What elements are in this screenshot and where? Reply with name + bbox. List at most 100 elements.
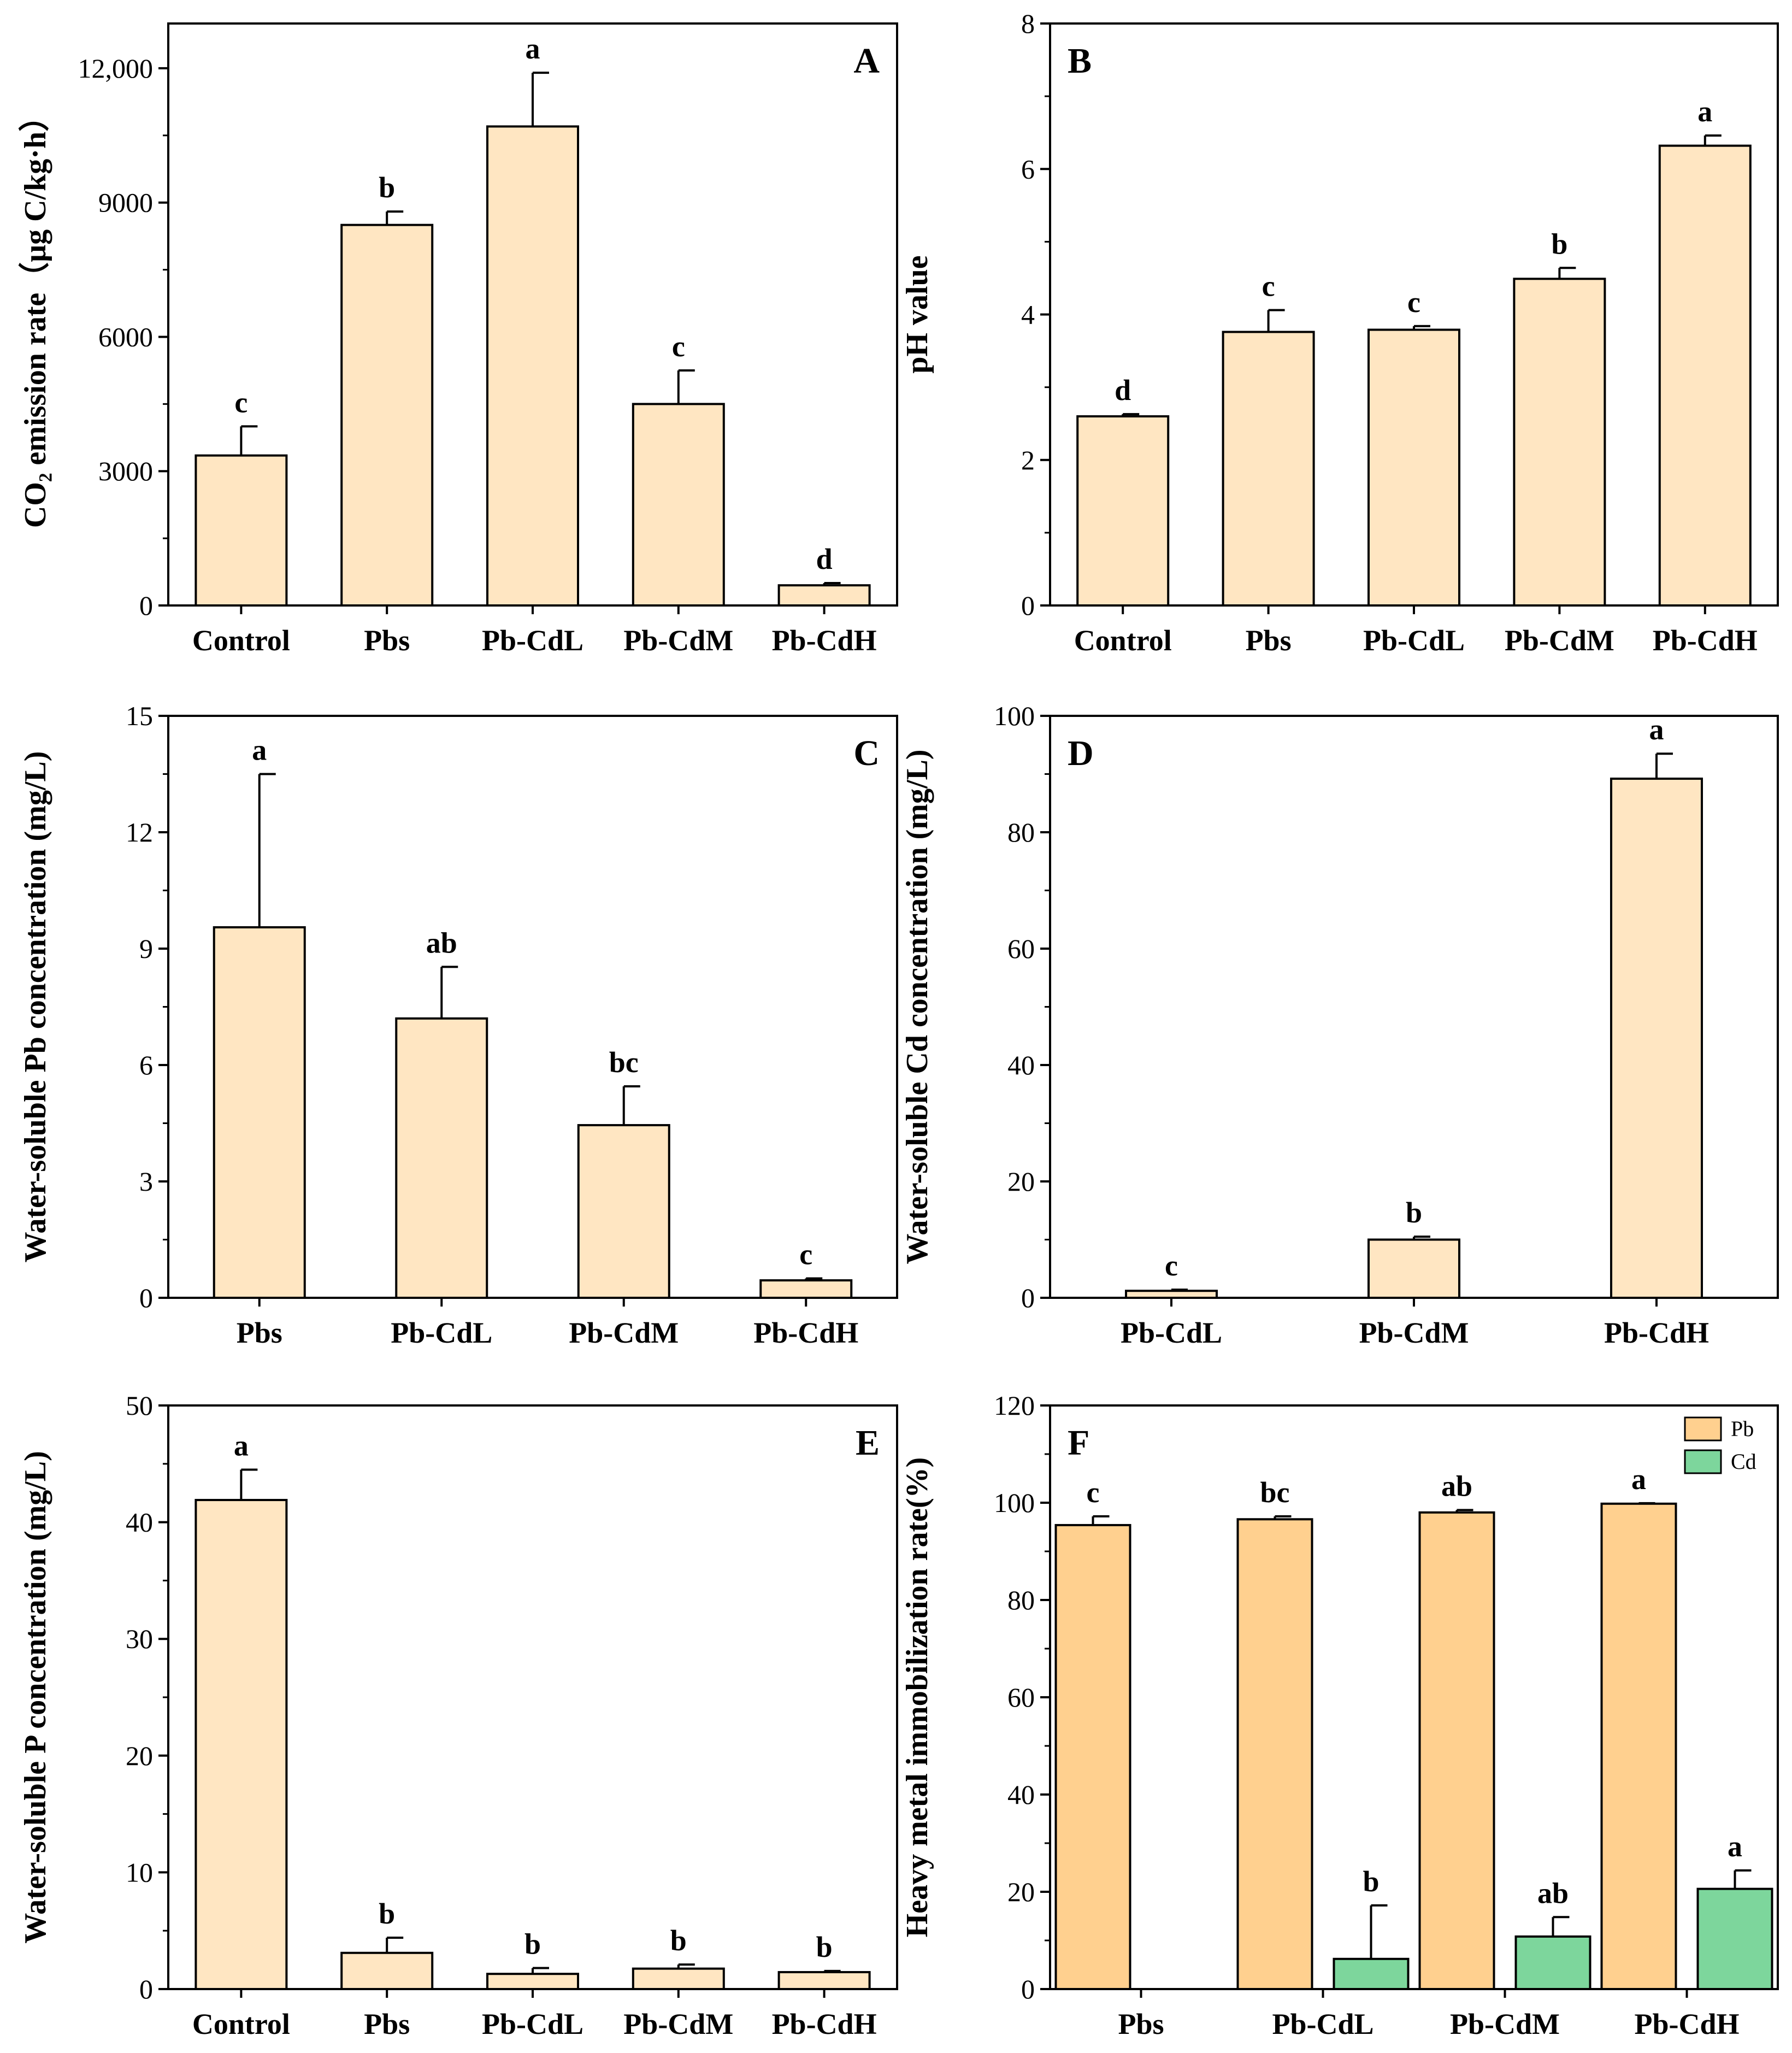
panel-b: 0 2 4 6 8 pH value B Control Pbs Pb-CdL Pb-CdM Pb-C… (900, 8, 1779, 657)
legend-swatch (1684, 1449, 1722, 1474)
y-tick-label: 9 (139, 933, 153, 964)
panel-a: 0 3000 6000 9000 12,000 CO₂ emission rate（μg … (18, 22, 898, 657)
y-tick-label: 3000 (98, 456, 153, 486)
significance-label: c (799, 1238, 812, 1271)
significance-label: bc (1260, 1476, 1290, 1509)
bar (1367, 328, 1460, 607)
y-tick-label: 80 (1007, 1585, 1035, 1615)
significance-label: ab (1441, 1469, 1472, 1502)
x-tick-label: Pb-CdM (1359, 1316, 1469, 1349)
x-tick-label: Pb-CdH (1653, 624, 1758, 657)
y-tick-label: 20 (126, 1740, 153, 1771)
y-tick-label: 0 (1021, 1974, 1035, 2004)
x-tick-label: Pb-CdH (1634, 2008, 1739, 2040)
y-tick-label: 40 (1007, 1779, 1035, 1810)
y-axis-title: Water-soluble P concentration (mg/L) (19, 1451, 52, 1944)
bar (395, 1017, 488, 1299)
bar (759, 1279, 853, 1299)
x-tick-label: Pb-CdL (1272, 2008, 1374, 2040)
y-tick-label: 60 (1007, 1682, 1035, 1713)
bar (1610, 778, 1703, 1299)
bar (1696, 1887, 1773, 1990)
bar (1054, 1523, 1131, 1990)
y-tick-label: 60 (1007, 933, 1035, 964)
significance-label: c (1087, 1476, 1100, 1509)
x-tick-label: Pbs (364, 2008, 410, 2040)
bar (486, 125, 579, 607)
x-tick-label: Control (1074, 624, 1172, 657)
y-axis-title: CO₂ emission rate（μg C/kg·h） (18, 101, 52, 528)
x-tick-label: Pb-CdM (623, 2008, 733, 2040)
x-tick-label: Pb-CdH (772, 2008, 877, 2040)
x-tick-label: Pb-CdH (1604, 1316, 1709, 1349)
y-tick-label: 80 (1007, 817, 1035, 848)
y-tick-label: 40 (126, 1507, 153, 1538)
y-tick-label: 40 (1007, 1050, 1035, 1080)
bar (777, 1971, 871, 1991)
x-tick-label: Pbs (237, 1316, 282, 1349)
bar (1514, 1935, 1591, 1990)
bar (1418, 1511, 1495, 1991)
significance-label: bc (609, 1046, 639, 1079)
x-tick-label: Pb-CdM (569, 1316, 679, 1349)
y-axis-title: Water-soluble Pb concentration (mg/L) (19, 751, 52, 1263)
y-tick-label: 9000 (98, 187, 153, 218)
x-tick-label: Pb-CdM (623, 624, 733, 657)
significance-label: b (670, 1924, 687, 1957)
x-tick-label: Pb-CdL (1121, 1316, 1222, 1349)
y-tick-label: 100 (994, 1487, 1035, 1518)
bar (1333, 1957, 1410, 1991)
bar (486, 1973, 579, 1990)
significance-label: c (1165, 1249, 1178, 1282)
panel-d: 0 20 40 60 80 100 Water-soluble Cd concentrati… (900, 701, 1779, 1349)
significance-label: a (526, 32, 540, 65)
y-tick-label: 0 (139, 1974, 153, 2004)
x-tick-label: Pb-CdL (482, 624, 583, 657)
bar (777, 584, 871, 607)
x-tick-label: Pb-CdM (1450, 2008, 1560, 2040)
panel-letter: C (853, 733, 880, 773)
y-axis-title: Heavy metal immobilization rate(%) (900, 1457, 934, 1938)
significance-label: b (524, 1928, 541, 1961)
legend-label: Cd (1731, 1449, 1756, 1474)
y-tick-label: 50 (126, 1390, 153, 1421)
x-tick-label: Pbs (1246, 624, 1292, 657)
y-tick-label: 10 (126, 1857, 153, 1887)
y-tick-label: 3 (139, 1166, 153, 1197)
significance-label: d (1115, 374, 1131, 407)
y-tick-label: 30 (126, 1623, 153, 1654)
y-tick-label: 0 (1021, 1283, 1035, 1313)
panel-f: 0 20 40 60 80 100 120 Heavy metal immobilizatio… (900, 1390, 1779, 2040)
y-tick-label: 6 (1021, 154, 1035, 184)
significance-label: b (1406, 1196, 1422, 1229)
x-tick-label: Control (192, 624, 290, 657)
y-tick-label: 0 (139, 590, 153, 621)
bar (340, 1951, 434, 1990)
x-tick-label: Control (192, 2008, 290, 2040)
bar (340, 223, 434, 607)
bar (194, 454, 288, 607)
y-tick-label: 6 (139, 1050, 153, 1080)
y-tick-label: 2 (1021, 445, 1035, 475)
significance-label: a (1697, 95, 1712, 128)
y-tick-label: 12,000 (78, 53, 154, 84)
y-tick-label: 0 (1021, 590, 1035, 621)
significance-label: c (672, 330, 685, 363)
panel-letter: A (853, 41, 880, 81)
bar (1236, 1518, 1313, 1990)
significance-label: d (816, 543, 833, 575)
significance-label: a (252, 734, 267, 767)
panel-c: 0 3 6 9 12 15 Water-soluble Pb concentration (… (19, 701, 898, 1349)
y-tick-label: 12 (126, 817, 153, 848)
x-tick-label: Pb-CdH (772, 624, 877, 657)
bar (1367, 1238, 1460, 1299)
bar (1513, 278, 1606, 607)
y-axis-title: Water-soluble Cd concentration (mg/L) (900, 749, 934, 1264)
bar (577, 1124, 670, 1299)
panel-letter: F (1068, 1423, 1089, 1463)
bar (1076, 415, 1170, 607)
bar (194, 1499, 288, 1991)
x-tick-label: Pbs (1118, 2008, 1164, 2040)
significance-label: b (816, 1931, 833, 1963)
